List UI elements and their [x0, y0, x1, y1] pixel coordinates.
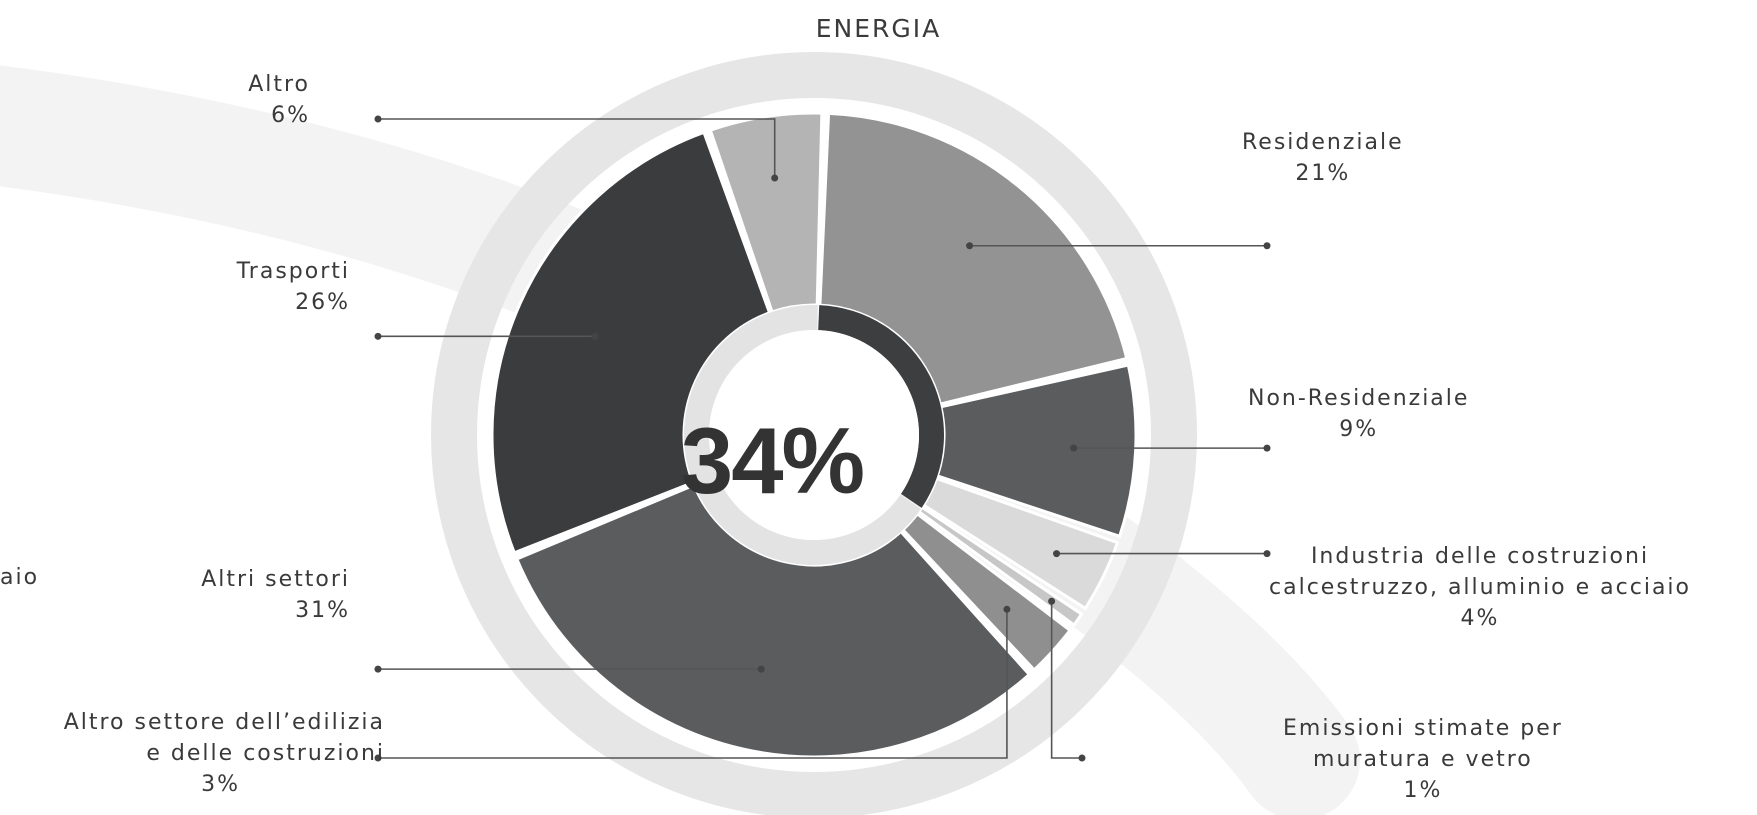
leader-end-dot-altri-settori	[374, 665, 382, 673]
center-disk	[709, 330, 919, 540]
label-non-residenziale: Non-Residenziale 9%	[1248, 383, 1469, 445]
label-altro: Altro 6%	[230, 69, 310, 131]
label-non-residenziale-pct: 9%	[1339, 417, 1379, 442]
leader-dot-residenziale	[966, 242, 974, 250]
leader-dot-altri-settori	[757, 665, 765, 673]
chart-title: ENERGIA	[815, 14, 942, 43]
label-altri-settori: Altri settori 31%	[190, 564, 350, 626]
label-residenziale: Residenziale 21%	[1242, 127, 1404, 189]
leader-end-dot-residenziale	[1263, 242, 1271, 250]
leader-dot-altro	[771, 174, 779, 182]
inner-slice-edilizia-e-costruzioni	[818, 305, 944, 508]
leader-end-dot-industria-delle-costruzioni	[1263, 550, 1271, 558]
leader-emissioni-stimate-per-muratura-e-vetro	[1050, 601, 1082, 759]
label-trasporti: Trasporti 26%	[220, 256, 350, 318]
label-altro-settore-edilizia: Altro settore dell’edilizia e delle cost…	[0, 707, 385, 800]
label-emissioni: Emissioni stimate per muratura e vetro 1…	[1283, 713, 1563, 806]
label-residenziale-pct: 21%	[1295, 161, 1351, 186]
leader-end-dot-trasporti	[374, 332, 382, 340]
leader-end-dot-altro-settore-dell-edilizia-e-delle-costruzioni	[374, 754, 382, 762]
leader-end-dot-non-residenziale	[1263, 444, 1271, 452]
leader-dot-trasporti	[591, 332, 599, 340]
outer-halo-ring	[431, 52, 1197, 815]
label-industria-pct: 4%	[1460, 606, 1500, 631]
leader-dot-emissioni-stimate-per-muratura-e-vetro	[1048, 597, 1056, 605]
center-value: 34%	[680, 408, 865, 513]
leader-dot-altro-settore-dell-edilizia-e-delle-costruzioni	[1003, 605, 1011, 613]
label-trasporti-pct: 26%	[295, 290, 350, 315]
leader-end-dot-altro	[374, 115, 382, 123]
leader-dot-non-residenziale	[1070, 444, 1078, 452]
label-altro-settore-edilizia-pct: 3%	[201, 772, 240, 797]
label-industria: Industria delle costruzioni calcestruzzo…	[1269, 541, 1691, 634]
label-altri-settori-pct: 31%	[295, 598, 350, 623]
chart-rings	[431, 52, 1197, 815]
leader-altro-settore-dell-edilizia-e-delle-costruzioni	[378, 609, 1008, 759]
leader-lines	[374, 115, 1271, 762]
leader-dot-industria-delle-costruzioni	[1053, 550, 1061, 558]
cut-off-text: aio	[0, 565, 40, 590]
leader-end-dot-emissioni-stimate-per-muratura-e-vetro	[1078, 754, 1086, 762]
label-altro-pct: 6%	[271, 103, 310, 128]
label-emissioni-pct: 1%	[1403, 778, 1443, 803]
leader-altro	[378, 118, 776, 178]
